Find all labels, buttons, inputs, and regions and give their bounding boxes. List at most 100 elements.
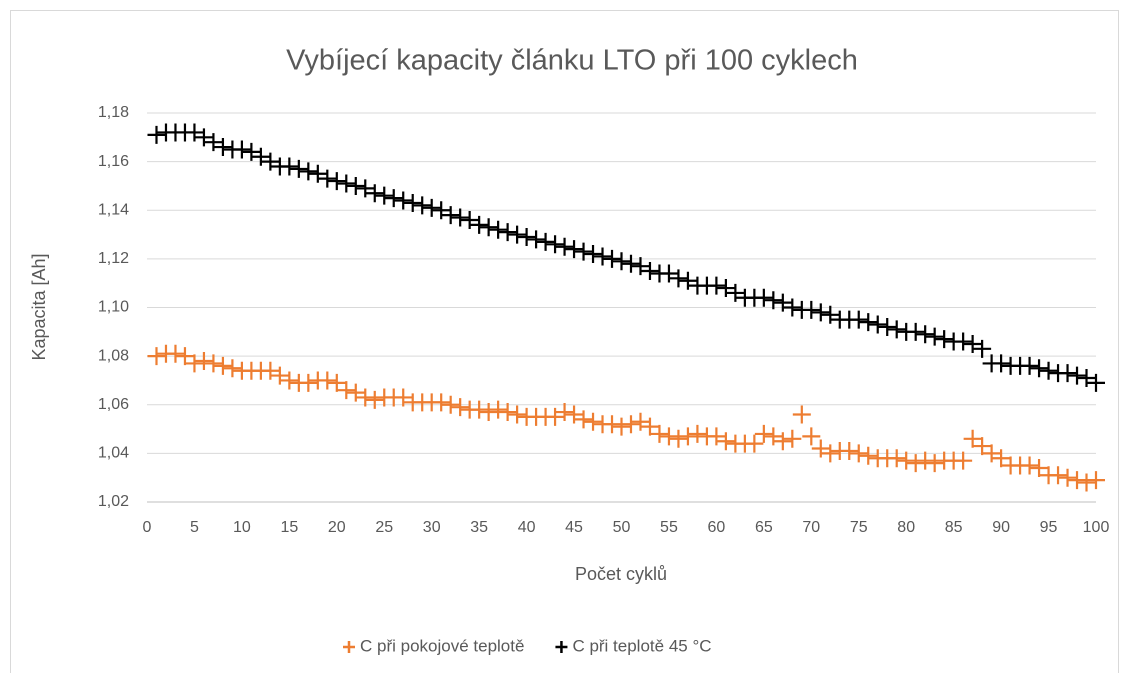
marker [365, 184, 384, 203]
marker [678, 271, 697, 290]
marker [413, 196, 432, 215]
marker [441, 395, 460, 414]
marker [954, 451, 973, 470]
marker [175, 347, 194, 366]
y-axis-label: Kapacita [Ah] [29, 253, 49, 360]
legend-label: C při teplotě 45 °C [572, 636, 711, 655]
marker [640, 417, 659, 436]
marker [1020, 456, 1039, 475]
marker [773, 293, 792, 312]
marker [194, 351, 213, 370]
marker [593, 247, 612, 266]
x-tick-label: 70 [802, 519, 820, 536]
y-tick-label: 1,04 [98, 445, 129, 462]
marker [565, 240, 584, 259]
marker [754, 424, 773, 443]
marker [1058, 364, 1077, 383]
marker [1049, 466, 1068, 485]
marker [337, 174, 356, 193]
legend-marker [555, 641, 568, 653]
x-tick-label: 30 [423, 519, 441, 536]
marker [280, 157, 299, 176]
y-tick-label: 1,06 [98, 396, 129, 413]
x-tick-label: 40 [518, 519, 536, 536]
marker [1030, 458, 1049, 477]
marker [470, 400, 489, 419]
marker [973, 437, 992, 456]
marker [603, 415, 622, 434]
marker [299, 162, 318, 181]
marker [261, 152, 280, 171]
marker [773, 432, 792, 451]
marker [394, 191, 413, 210]
marker [935, 330, 954, 349]
marker [821, 305, 840, 324]
marker [508, 405, 527, 424]
marker [678, 427, 697, 446]
marker [375, 186, 394, 205]
marker [384, 189, 403, 208]
marker [887, 449, 906, 468]
legend-label: C při pokojové teplotě [360, 636, 524, 655]
marker [546, 235, 565, 254]
marker [878, 317, 897, 336]
marker [982, 444, 1001, 463]
marker [716, 432, 735, 451]
marker [659, 427, 678, 446]
y-tick-label: 1,12 [98, 250, 129, 267]
marker [346, 383, 365, 402]
marker [669, 429, 688, 448]
marker [1077, 369, 1096, 388]
marker [270, 366, 289, 385]
marker [517, 227, 536, 246]
marker [764, 291, 783, 310]
marker [840, 441, 859, 460]
marker [337, 381, 356, 400]
marker [213, 138, 232, 157]
marker [213, 356, 232, 375]
marker [584, 245, 603, 264]
x-tick-label: 5 [190, 519, 199, 536]
y-tick-label: 1,16 [98, 153, 129, 170]
marker [470, 215, 489, 234]
marker [792, 405, 811, 424]
marker [802, 300, 821, 319]
y-tick-label: 1,18 [98, 104, 129, 121]
marker [811, 439, 830, 458]
marker [716, 279, 735, 298]
marker [451, 398, 470, 417]
y-tick-label: 1,14 [98, 201, 129, 218]
marker [612, 252, 631, 271]
marker [868, 315, 887, 334]
marker [451, 208, 470, 227]
marker [289, 159, 308, 178]
marker [479, 403, 498, 422]
x-tick-label: 0 [143, 519, 152, 536]
marker [432, 393, 451, 412]
marker [403, 193, 422, 212]
marker [1087, 373, 1105, 392]
marker [1030, 359, 1049, 378]
marker [906, 454, 925, 473]
marker [546, 407, 565, 426]
marker [859, 446, 878, 465]
marker [555, 237, 574, 256]
chart-title: Vybíjecí kapacity článku LTO při 100 cyk… [286, 45, 858, 77]
marker [992, 449, 1011, 468]
marker [308, 164, 327, 183]
x-tick-label: 90 [992, 519, 1010, 536]
marker [963, 429, 982, 448]
marker [925, 454, 944, 473]
marker [1068, 366, 1087, 385]
marker [745, 434, 764, 453]
marker [318, 169, 337, 188]
marker [166, 344, 185, 363]
marker [356, 388, 375, 407]
marker [640, 262, 659, 281]
marker [669, 269, 688, 288]
marker [574, 410, 593, 429]
chart-border [10, 10, 1119, 673]
marker [565, 405, 584, 424]
marker [508, 225, 527, 244]
